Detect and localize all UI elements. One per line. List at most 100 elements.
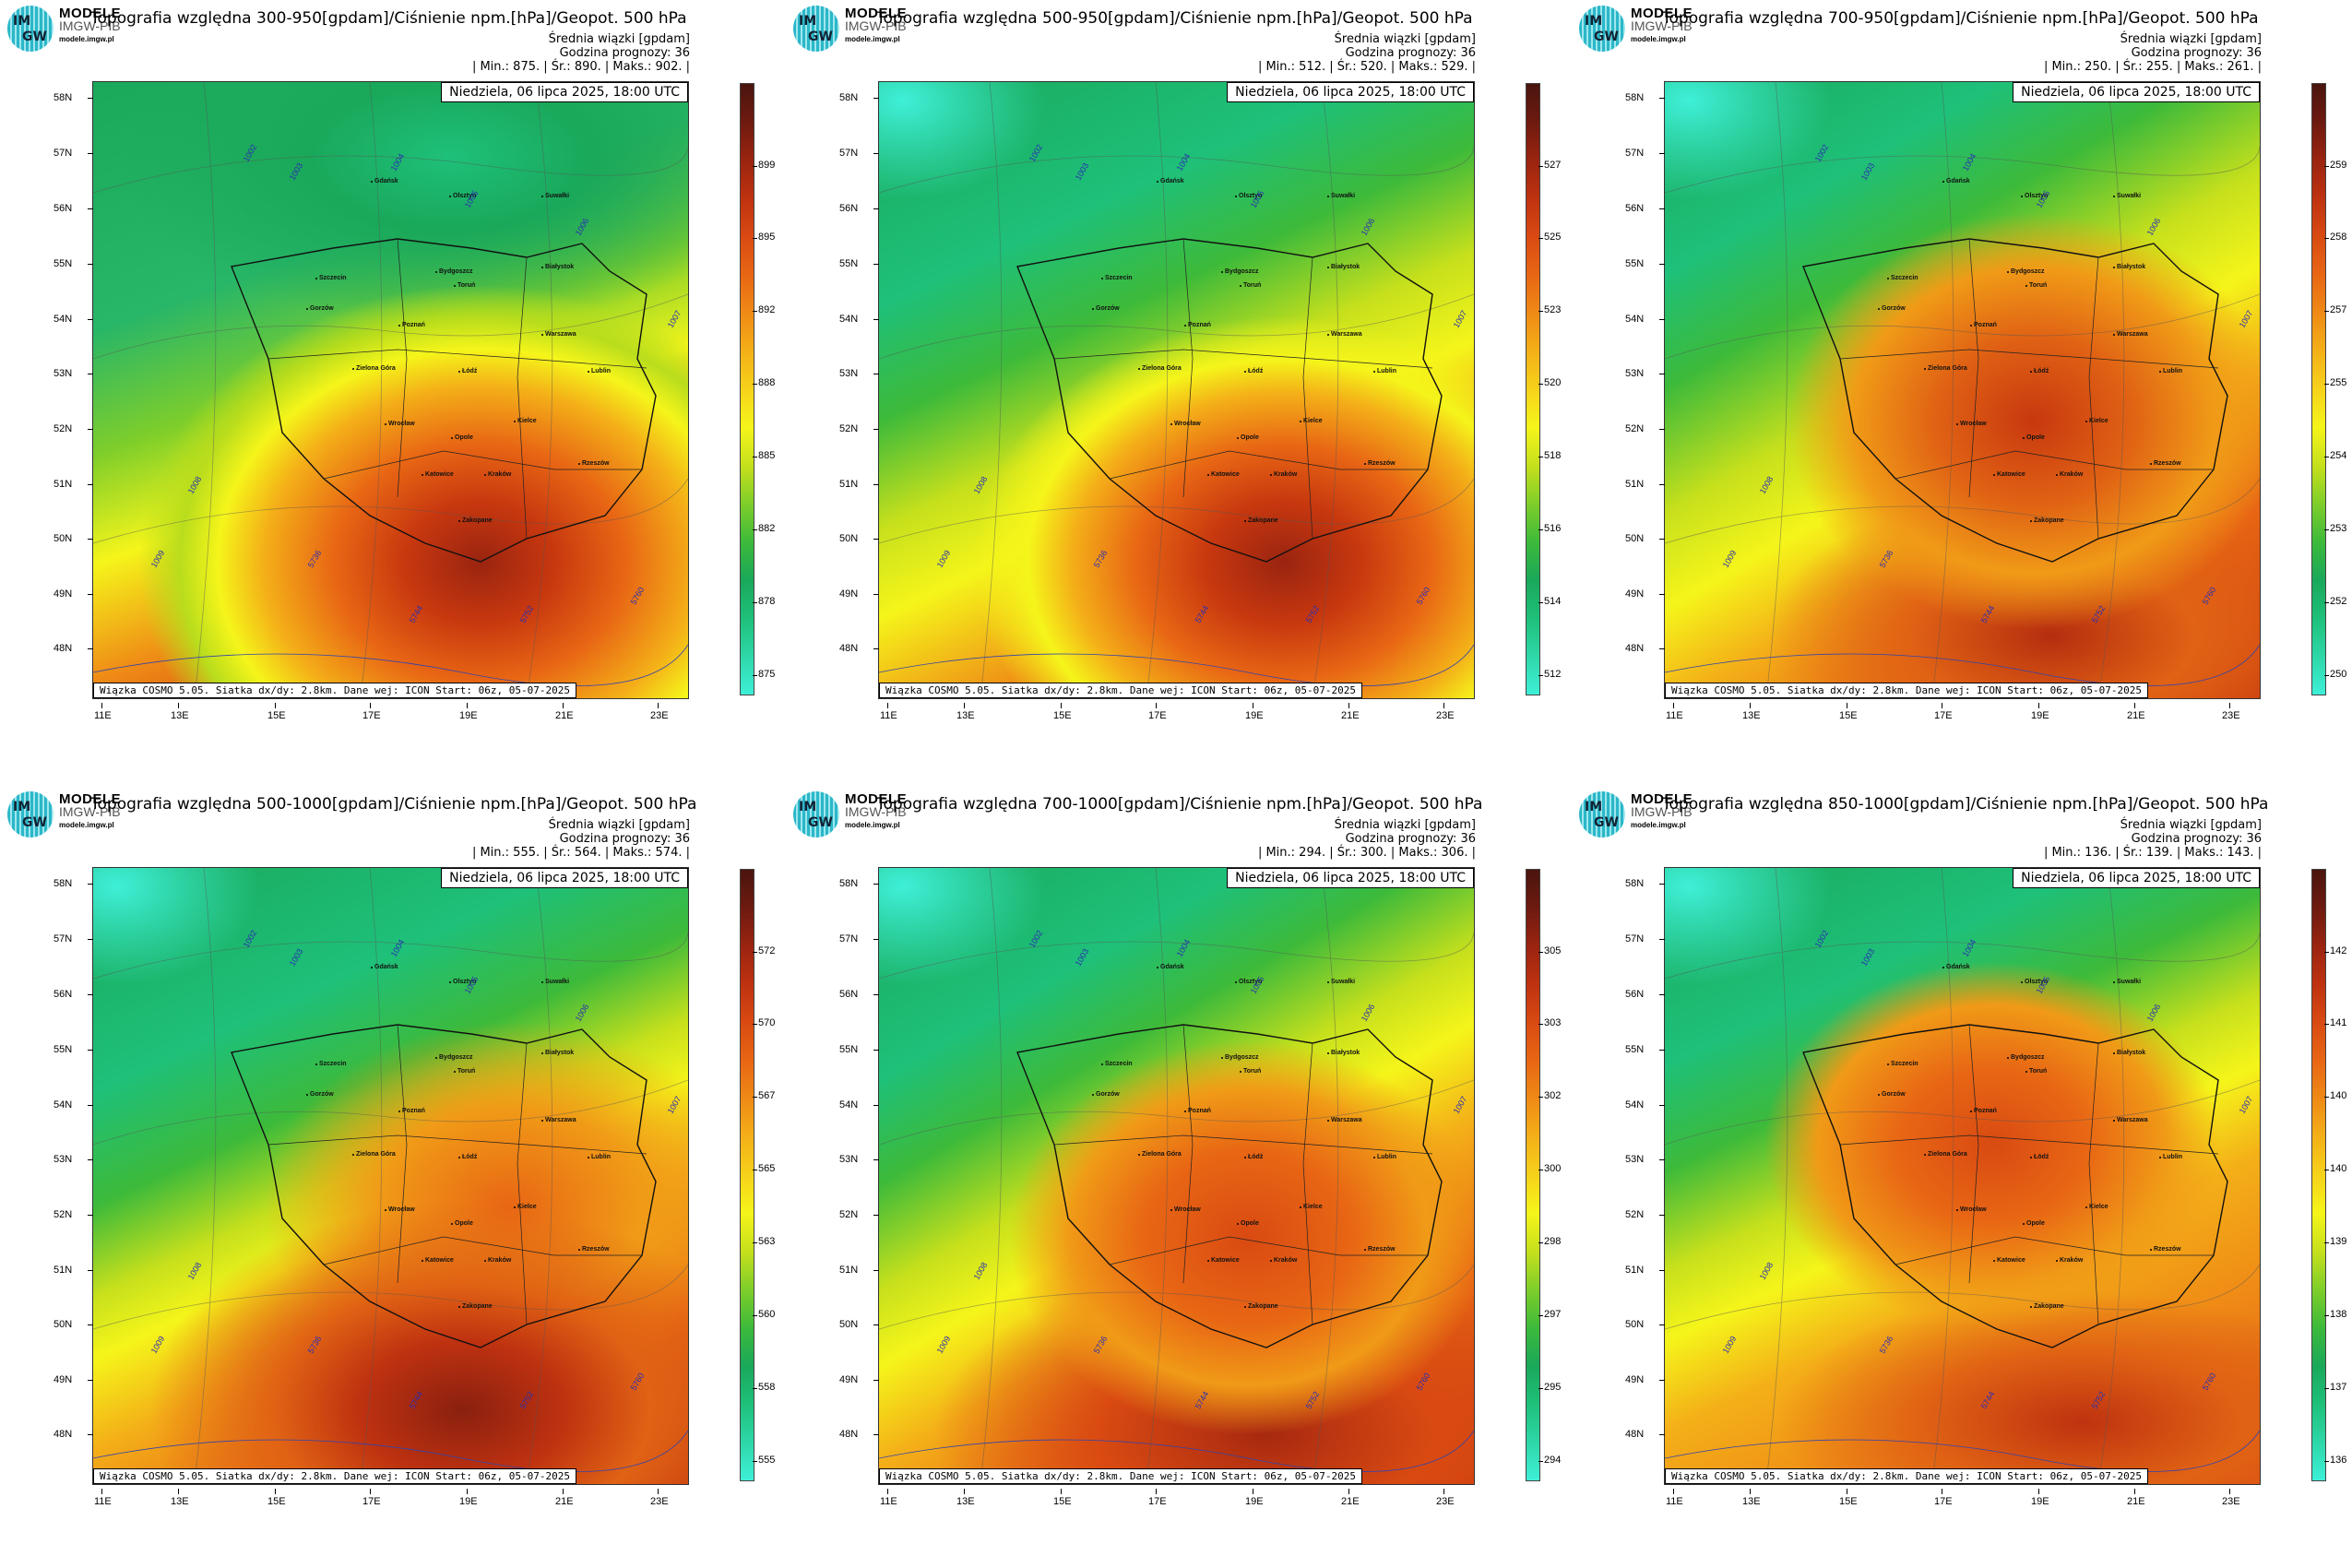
color-scale-tick: 303 — [1538, 1017, 1562, 1028]
city-label: Kraków — [2055, 1257, 2084, 1264]
latitude-label: 58N — [839, 878, 880, 889]
city-label: Kielce — [514, 1204, 537, 1210]
latitude-label: 49N — [1625, 1374, 1666, 1385]
city-label: Zakopane — [2030, 1303, 2064, 1310]
latitude-label: 55N — [1625, 258, 1666, 269]
city-label: Rzeszów — [1364, 460, 1396, 467]
imgw-logo-icon: IM GW — [1579, 6, 1625, 52]
latitude-label: 48N — [839, 1429, 880, 1440]
color-scale-tick: 572 — [752, 945, 776, 956]
latitude-label: 56N — [1625, 203, 1666, 214]
city-label: Białystok — [540, 264, 575, 270]
latitude-label: 50N — [1625, 533, 1666, 544]
city-label: Kraków — [2055, 471, 2084, 478]
latitude-label: 51N — [1625, 1265, 1666, 1276]
city-label: Gorzów — [1092, 1091, 1120, 1098]
latitude-label: 51N — [839, 479, 880, 490]
longitude-label: 19E — [2031, 703, 2049, 721]
city-label: Opole — [1237, 1220, 1259, 1227]
city-label: Poznań — [1970, 1108, 1997, 1114]
city-label: Kielce — [1300, 418, 1323, 424]
map-area: Gdańsk Olsztyn Suwałki Szczecin Bydgoszcz Tor… — [1664, 81, 2261, 699]
city-label: Gorzów — [306, 1091, 334, 1098]
city-label: Kraków — [483, 1257, 512, 1264]
model-credit: Wiązka COSMO 5.05. Siatka dx/dy: 2.8km. … — [879, 683, 1362, 698]
city-label: Bydgoszcz — [2007, 1054, 2045, 1061]
city-label: Zielona Góra — [352, 1151, 396, 1158]
city-label: Zielona Góra — [352, 365, 396, 372]
color-scale-tick: 257 — [2323, 304, 2347, 315]
city-label: Zakopane — [2030, 517, 2064, 524]
color-scale-tick: 136 — [2323, 1455, 2347, 1466]
city-label: Zielona Góra — [1924, 1151, 1967, 1158]
latitude-label: 57N — [839, 933, 880, 944]
city-label: Katowice — [422, 471, 454, 478]
color-scale-tick: 255 — [2323, 377, 2347, 388]
average-label: Średnia wiązki [gpdam] — [548, 32, 690, 46]
latitude-label: 48N — [53, 643, 94, 654]
average-label: Średnia wiązki [gpdam] — [548, 818, 690, 832]
color-scale-tick: 139 — [2323, 1236, 2347, 1247]
city-label: Szczecin — [1101, 1061, 1133, 1067]
latitude-label: 51N — [839, 1265, 880, 1276]
city-label: Szczecin — [1101, 275, 1133, 281]
longitude-label: 11E — [94, 703, 112, 721]
map-area: Gdańsk Olsztyn Suwałki Szczecin Bydgoszcz Tor… — [878, 867, 1475, 1485]
brand-sub: IMGW-PIB — [845, 18, 907, 33]
field-shading — [93, 868, 688, 1484]
forecast-hour: Godzina prognozy: 36 — [1345, 832, 1476, 846]
city-label: Gdańsk — [1157, 178, 1184, 184]
city-label: Opole — [451, 434, 473, 441]
city-label: Białystok — [2112, 1050, 2146, 1056]
color-scale-tick: 137 — [2323, 1382, 2347, 1393]
brand-sub: IMGW-PIB — [845, 804, 907, 819]
color-scale-tick: 882 — [752, 523, 776, 534]
longitude-label: 15E — [267, 1489, 286, 1507]
latitude-label: 50N — [1625, 1319, 1666, 1330]
city-label: Warszawa — [1327, 331, 1362, 338]
city-label: Rzeszów — [2150, 1246, 2181, 1253]
city-label: Opole — [451, 1220, 473, 1227]
valid-date: Niedziela, 06 lipca 2025, 18:00 UTC — [441, 82, 688, 102]
stats-line: | Min.: 250. | Śr.: 255. | Maks.: 261. | — [2043, 60, 2262, 74]
longitude-label: 17E — [1934, 1489, 1953, 1507]
latitude-label: 50N — [53, 533, 94, 544]
latitude-label: 58N — [839, 92, 880, 103]
color-scale-tick: 302 — [1538, 1090, 1562, 1101]
brand-name: MODELE — [1631, 6, 1693, 21]
color-scale-tick: 888 — [752, 377, 776, 388]
city-label: Lublin — [1373, 368, 1396, 374]
model-credit: Wiązka COSMO 5.05. Siatka dx/dy: 2.8km. … — [1665, 1468, 2148, 1484]
latitude-label: 58N — [1625, 92, 1666, 103]
field-shading — [879, 868, 1474, 1484]
longitude-label: 19E — [1245, 1489, 1264, 1507]
city-label: Olsztyn — [448, 193, 477, 199]
city-label: Kielce — [514, 418, 537, 424]
latitude-label: 55N — [839, 1044, 880, 1055]
site-url: modele.imgw.pl — [1631, 821, 1686, 829]
longitude-label: 13E — [171, 703, 189, 721]
longitude-label: 19E — [459, 1489, 478, 1507]
latitude-label: 51N — [53, 1265, 94, 1276]
city-label: Lublin — [1373, 1154, 1396, 1160]
city-label: Szczecin — [315, 275, 347, 281]
map-area: Gdańsk Olsztyn Suwałki Szczecin Bydgoszcz Tor… — [1664, 867, 2261, 1485]
border-lines — [93, 868, 688, 1484]
city-label: Olsztyn — [1234, 979, 1263, 985]
longitude-label: 21E — [2127, 703, 2145, 721]
city-label: Gdańsk — [1157, 964, 1184, 970]
color-scale-bar — [1526, 83, 1540, 695]
color-scale-tick: 300 — [1538, 1163, 1562, 1174]
color-scale-tick: 259 — [2323, 160, 2347, 171]
longitude-label: 15E — [1839, 1489, 1858, 1507]
city-label: Łódź — [457, 1154, 478, 1160]
forecast-hour: Godzina prognozy: 36 — [2131, 832, 2262, 846]
longitude-label: 23E — [650, 703, 669, 721]
color-scale-tick: 297 — [1538, 1309, 1562, 1320]
city-label: Suwałki — [540, 193, 570, 199]
latitude-label: 54N — [53, 1099, 94, 1111]
panel-title: Topografia względna 300-950[gpdam]/Ciśni… — [90, 9, 687, 28]
longitude-label: 13E — [171, 1489, 189, 1507]
city-label: Poznań — [1184, 322, 1211, 328]
city-label: Olsztyn — [2020, 193, 2049, 199]
